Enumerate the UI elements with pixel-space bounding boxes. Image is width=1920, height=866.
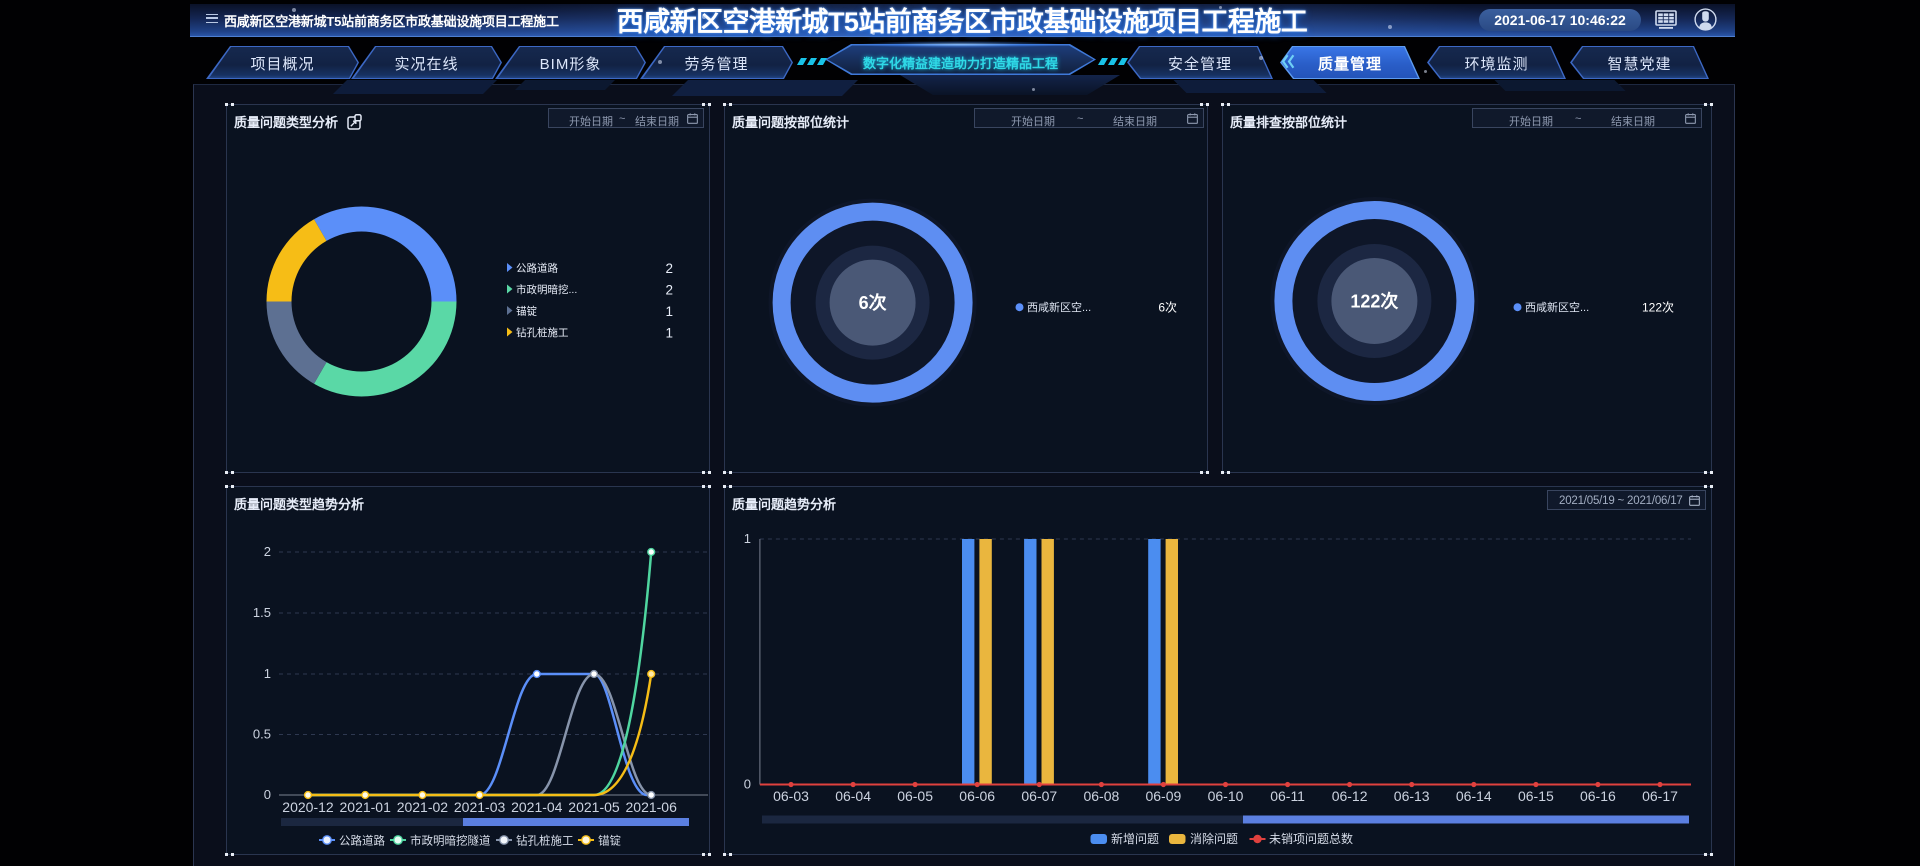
svg-text:122次: 122次 — [1350, 290, 1398, 311]
svg-text:06-17: 06-17 — [1642, 788, 1678, 804]
svg-text:2021-04: 2021-04 — [511, 799, 563, 815]
svg-text:0: 0 — [744, 777, 751, 792]
svg-text:6次: 6次 — [859, 292, 887, 313]
svg-text:06-12: 06-12 — [1332, 788, 1368, 804]
svg-text:06-09: 06-09 — [1145, 788, 1181, 804]
svg-text:西咸新区空...: 西咸新区空... — [1027, 300, 1091, 314]
svg-text:0.5: 0.5 — [253, 727, 271, 742]
svg-text:06-03: 06-03 — [773, 788, 809, 804]
svg-text:未销项问题总数: 未销项问题总数 — [1269, 831, 1353, 846]
svg-text:市政明暗挖隧道: 市政明暗挖隧道 — [410, 834, 491, 848]
svg-text:1.5: 1.5 — [253, 605, 271, 620]
svg-text:西咸新区空...: 西咸新区空... — [1525, 300, 1589, 314]
svg-text:1: 1 — [744, 531, 751, 546]
svg-text:06-11: 06-11 — [1270, 788, 1305, 804]
svg-text:06-08: 06-08 — [1083, 788, 1119, 804]
svg-text:1: 1 — [665, 304, 673, 319]
svg-text:2021-02: 2021-02 — [397, 799, 449, 815]
svg-text:2021-06: 2021-06 — [626, 799, 678, 815]
svg-text:06-06: 06-06 — [959, 788, 995, 804]
svg-text:06-05: 06-05 — [897, 788, 933, 804]
svg-text:市政明暗挖...: 市政明暗挖... — [516, 283, 577, 296]
svg-text:2: 2 — [264, 544, 271, 559]
svg-text:2021-01: 2021-01 — [340, 799, 392, 815]
svg-text:2020-12: 2020-12 — [282, 799, 334, 815]
svg-text:钻孔桩施工: 钻孔桩施工 — [516, 326, 569, 339]
svg-text:2: 2 — [665, 283, 673, 298]
svg-text:公路道路: 公路道路 — [339, 834, 385, 848]
svg-text:新增问题: 新增问题 — [1111, 831, 1159, 846]
svg-text:06-10: 06-10 — [1208, 788, 1244, 804]
svg-text:06-07: 06-07 — [1021, 788, 1057, 804]
svg-text:锚锭: 锚锭 — [598, 834, 621, 848]
svg-text:1: 1 — [665, 326, 673, 341]
svg-text:06-13: 06-13 — [1394, 788, 1430, 804]
svg-text:1: 1 — [264, 666, 271, 681]
svg-text:06-15: 06-15 — [1518, 788, 1554, 804]
svg-text:6次: 6次 — [1158, 301, 1177, 315]
svg-text:06-16: 06-16 — [1580, 788, 1616, 804]
svg-text:锚锭: 锚锭 — [516, 305, 537, 318]
svg-text:2: 2 — [665, 261, 673, 276]
svg-text:公路道路: 公路道路 — [516, 262, 558, 275]
svg-text:06-04: 06-04 — [835, 788, 871, 804]
svg-text:122次: 122次 — [1642, 301, 1674, 315]
svg-text:消除问题: 消除问题 — [1190, 831, 1238, 846]
svg-text:2021-05: 2021-05 — [568, 799, 620, 815]
svg-text:06-14: 06-14 — [1456, 788, 1492, 804]
svg-text:钻孔桩施工: 钻孔桩施工 — [516, 834, 574, 848]
svg-text:0: 0 — [264, 787, 271, 802]
svg-text:2021-03: 2021-03 — [454, 799, 506, 815]
